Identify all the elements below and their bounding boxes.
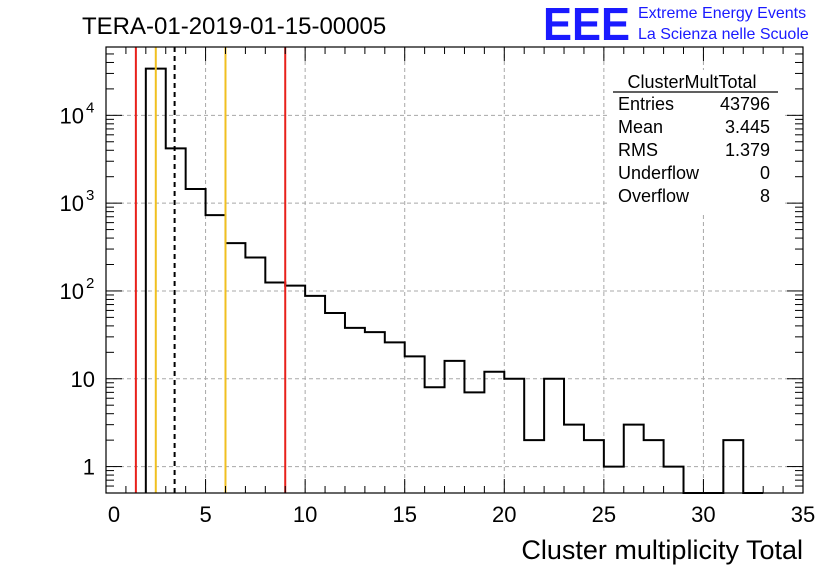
stats-value-underflow: 0 (760, 163, 770, 183)
x-tick-label: 30 (691, 502, 715, 527)
logo-line-1: Extreme Energy Events (638, 5, 806, 22)
histogram-bin (624, 425, 644, 493)
plot-frame (105, 46, 804, 494)
x-tick-labels: 0 5 10 15 20 25 30 35 (108, 502, 815, 527)
y-tick-label: 10 (60, 191, 84, 216)
histogram-bin (445, 361, 465, 493)
stats-value-overflow: 8 (760, 186, 770, 206)
x-tick-label: 0 (108, 502, 120, 527)
histogram-bin (345, 328, 365, 493)
histogram-bin (604, 467, 624, 493)
histogram-bin (464, 392, 484, 493)
axis-ticks (105, 46, 804, 494)
y-tick-label-exponent: 2 (86, 275, 94, 292)
y-tick-label: 10 (60, 103, 84, 128)
stats-label-overflow: Overflow (618, 186, 690, 206)
stats-title: ClusterMultTotal (627, 72, 756, 92)
x-tick-label: 5 (199, 502, 211, 527)
histogram-bin (723, 440, 743, 493)
histogram-bin (206, 215, 226, 493)
stats-label-rms: RMS (618, 140, 658, 160)
stats-value-mean: 3.445 (725, 117, 770, 137)
histogram-bin (285, 286, 305, 493)
histogram-bin (325, 313, 345, 493)
histogram-bin (225, 243, 245, 493)
y-tick-label: 10 (71, 367, 95, 392)
histogram-bin (186, 189, 206, 493)
y-tick-label: 10 (60, 279, 84, 304)
histogram-bin (564, 425, 584, 493)
logo-line-2: La Scienza nelle Scuole (638, 26, 809, 43)
x-tick-label: 20 (492, 502, 516, 527)
stats-label-entries: Entries (618, 94, 674, 114)
eee-logo: EEE Extreme Energy Events La Scienza nel… (543, 0, 809, 50)
histogram-bin (166, 148, 186, 493)
grid (106, 47, 803, 493)
histogram-bin (265, 282, 285, 493)
stats-label-underflow: Underflow (618, 163, 700, 183)
x-tick-label: 10 (293, 502, 317, 527)
histogram-outline (144, 67, 764, 494)
marker-lines (134, 47, 287, 493)
x-tick-label: 35 (791, 502, 815, 527)
y-tick-label-exponent: 4 (86, 99, 94, 116)
histogram-bin (305, 296, 325, 493)
y-tick-label: 1 (83, 455, 95, 480)
histogram-bin (425, 387, 445, 493)
histogram-bin (504, 379, 524, 493)
stats-value-entries: 43796 (720, 94, 770, 114)
histogram-bin (484, 372, 504, 493)
histogram-bin (405, 356, 425, 493)
plot-title: TERA-01-2019-01-15-00005 (82, 13, 386, 40)
x-tick-label: 25 (592, 502, 616, 527)
stats-label-mean: Mean (618, 117, 663, 137)
logo-mark: EEE (543, 0, 630, 50)
x-axis-title: Cluster multiplicity Total (521, 535, 803, 565)
stats-box: ClusterMultTotal Entries 43796 Mean 3.44… (610, 70, 782, 212)
histogram (144, 67, 764, 494)
histogram-bin (664, 467, 684, 493)
histogram-bin (584, 440, 604, 493)
x-tick-label: 15 (392, 502, 416, 527)
histogram-bin (365, 332, 385, 493)
histogram-bin (385, 342, 405, 493)
histogram-bin (245, 258, 265, 493)
stats-value-rms: 1.379 (725, 140, 770, 160)
y-tick-label-exponent: 3 (86, 187, 94, 204)
histogram-bin (544, 379, 564, 493)
